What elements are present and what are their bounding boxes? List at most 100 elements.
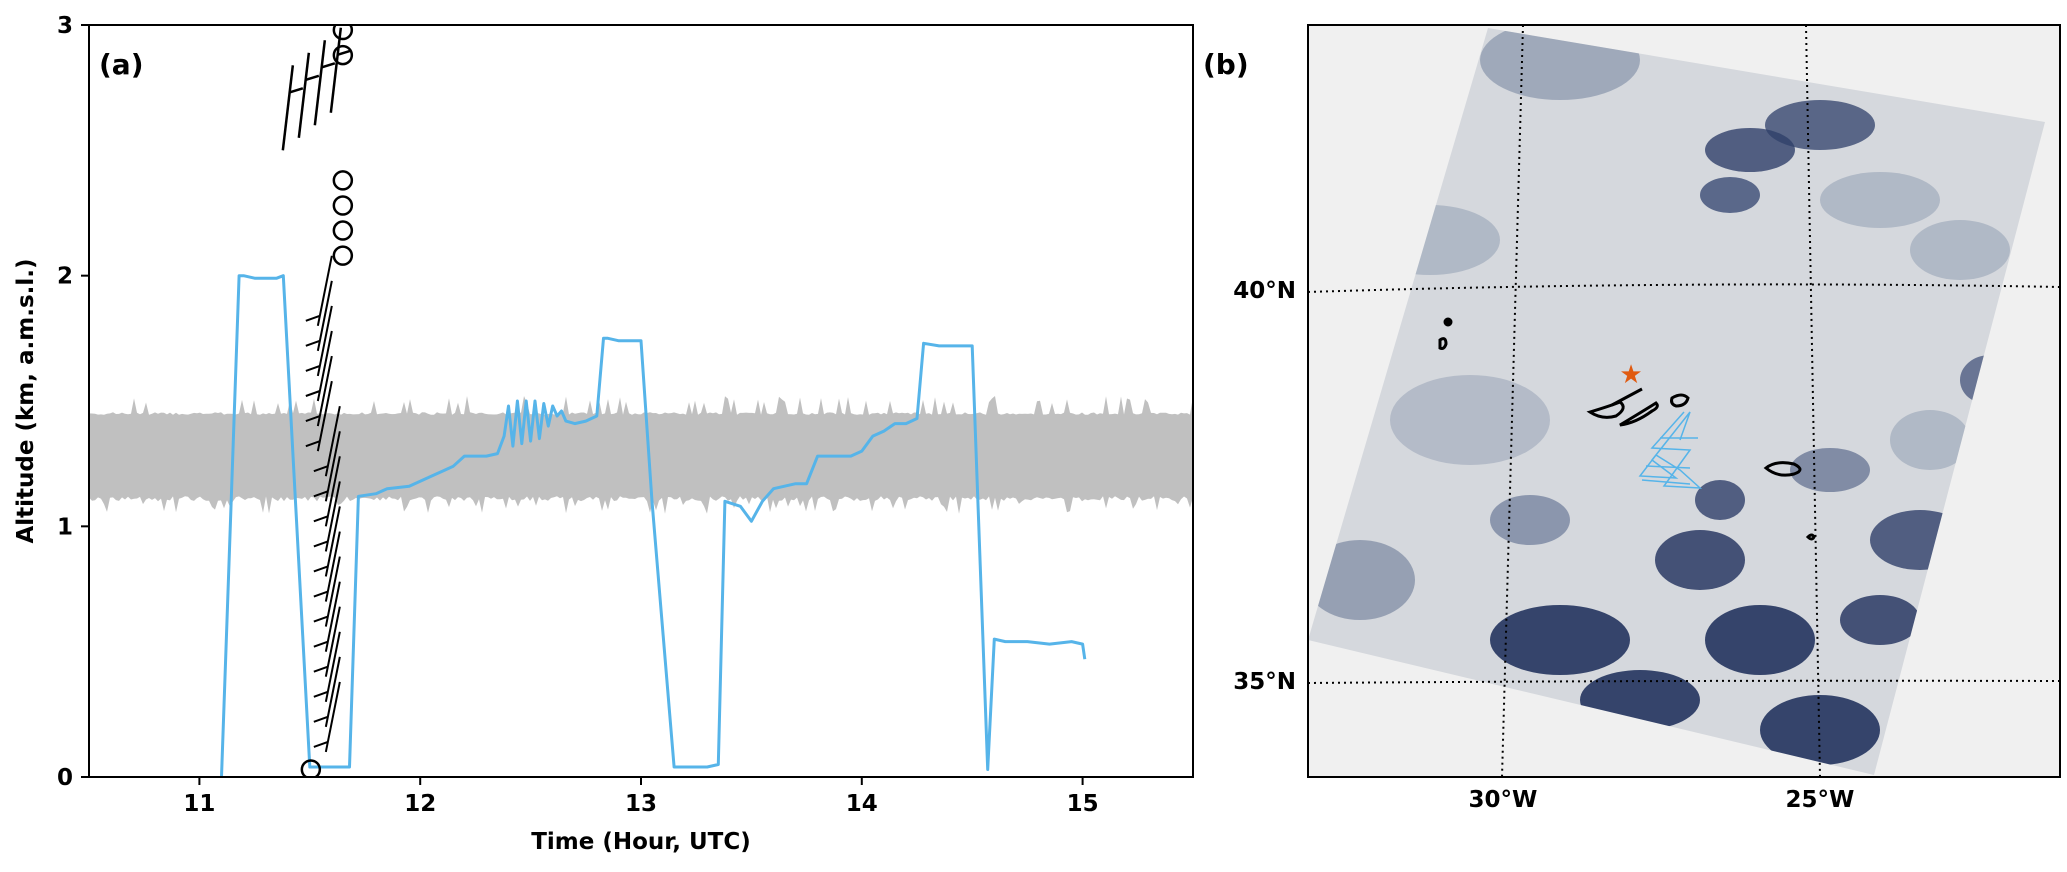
wind-barb-flag — [313, 465, 329, 473]
lon-tick-label: 25°W — [1786, 787, 1855, 813]
wind-barb — [313, 40, 327, 126]
contour — [1438, 337, 1448, 350]
wind-barb-flag — [289, 87, 304, 94]
cloud-contours — [1438, 317, 1816, 541]
wind-barb — [316, 355, 333, 427]
flight-track-layer — [220, 274, 1087, 777]
wind-barb-flag — [313, 715, 329, 723]
cloud-gap — [1705, 128, 1795, 172]
y-tick-label: 0 — [57, 765, 73, 791]
wind-barb-flag — [337, 49, 352, 56]
lat-tick-label: 35°N — [1233, 669, 1296, 695]
wind-barb — [324, 531, 341, 602]
y-tick-label: 3 — [57, 13, 73, 39]
lon-tick-label: 30°W — [1469, 787, 1538, 813]
panel-b-label: (b) — [1203, 48, 1249, 81]
flight-track-map — [1638, 411, 1703, 489]
wind-barb-flag — [313, 490, 329, 498]
wind-barb-flag — [305, 364, 321, 372]
wind-barb — [324, 631, 341, 702]
calm-wind-circle — [332, 195, 354, 216]
wind-barb — [324, 456, 341, 527]
flight-altitude-line — [220, 274, 1087, 777]
contour — [1670, 393, 1690, 408]
contour — [1611, 387, 1643, 407]
wind-barb-flag — [313, 565, 329, 573]
wind-barb — [324, 606, 341, 677]
panel-b: (b) — [1203, 24, 2061, 813]
wind-barb-flag — [305, 440, 321, 448]
wind-barb — [324, 556, 341, 627]
wind-barb-flag — [313, 615, 329, 623]
x-tick-label: 13 — [625, 791, 657, 817]
wind-barb-flag — [313, 740, 329, 748]
wind-barb — [324, 581, 341, 652]
y-axis-ticks: 0 1 2 3 — [57, 13, 89, 791]
contour — [1805, 533, 1816, 541]
altitude-band — [89, 396, 1193, 514]
panel-a: (a) 11 12 13 14 15 0 1 2 3 Time (Hour, UTC) Alt… — [13, 13, 1194, 855]
cloud-gap — [1695, 480, 1745, 520]
track-lines — [1638, 411, 1703, 489]
track-legs — [1641, 437, 1698, 485]
cloud-gap — [1910, 220, 2010, 280]
x-axis-ticks: 11 12 13 14 15 — [183, 777, 1099, 817]
panel-b-frame — [1307, 24, 2061, 778]
panel-a-label: (a) — [99, 48, 144, 81]
wind-barb — [329, 27, 343, 113]
wind-barb-flag — [313, 640, 329, 648]
cloud-gap — [1655, 530, 1745, 590]
y-tick-label: 1 — [57, 514, 73, 540]
wind-barb — [316, 380, 333, 452]
wind-barb-flag — [305, 314, 321, 322]
wind-barb — [316, 330, 333, 402]
cloud-gap — [1390, 375, 1550, 465]
wind-barb — [324, 406, 341, 477]
cloud-gap — [1490, 605, 1630, 675]
y-tick-label: 2 — [57, 264, 73, 290]
calm-wind-circle — [332, 220, 354, 241]
calm-wind-circle — [332, 245, 354, 266]
wind-barb-flag — [321, 62, 336, 69]
wind-barb-column — [281, 25, 354, 777]
wind-barb-flag — [305, 74, 320, 81]
wind-barb-flag — [313, 590, 329, 598]
x-tick-label: 15 — [1067, 791, 1099, 817]
contour — [1443, 317, 1453, 327]
altitude-band-area — [89, 396, 1193, 514]
y-axis-label: Altitude (km, a.m.s.l.) — [13, 258, 39, 543]
wind-barb-flag — [313, 665, 329, 673]
panel-a-frame — [88, 24, 1194, 778]
wind-barb-flag — [305, 339, 321, 347]
wind-barb — [316, 255, 333, 326]
calm-wind-circle — [332, 25, 354, 41]
wind-barb — [324, 681, 341, 753]
wind-barb — [316, 280, 333, 352]
x-axis-label: Time (Hour, UTC) — [531, 829, 751, 855]
cloud-gap — [1700, 177, 1760, 213]
wind-barb-flag — [313, 540, 329, 548]
calm-wind-circle — [332, 170, 354, 191]
cloud-gap — [1890, 410, 1970, 470]
wind-barb-flag — [305, 390, 321, 397]
wind-barb — [297, 52, 311, 138]
contour — [1619, 401, 1659, 427]
wind-barb-flag — [313, 515, 329, 523]
cloud-gap — [1760, 695, 1880, 765]
calm-wind-circle — [300, 759, 322, 777]
wind-barb — [324, 506, 341, 577]
station-star-icon: ★ — [1619, 360, 1642, 390]
contour — [1763, 461, 1802, 477]
x-tick-label: 11 — [183, 791, 215, 817]
cloud-gap — [1705, 605, 1815, 675]
wind-barb-flag — [313, 690, 329, 698]
wind-barb — [281, 65, 295, 151]
cloud-gap — [1490, 495, 1570, 545]
cloud-gap — [1840, 595, 1920, 645]
lat-tick-label: 40°N — [1233, 278, 1296, 304]
cloud-gap — [1308, 540, 1415, 620]
cloud-gap — [1790, 448, 1870, 492]
wind-barb — [316, 305, 333, 377]
calm-wind-circle — [332, 44, 354, 66]
